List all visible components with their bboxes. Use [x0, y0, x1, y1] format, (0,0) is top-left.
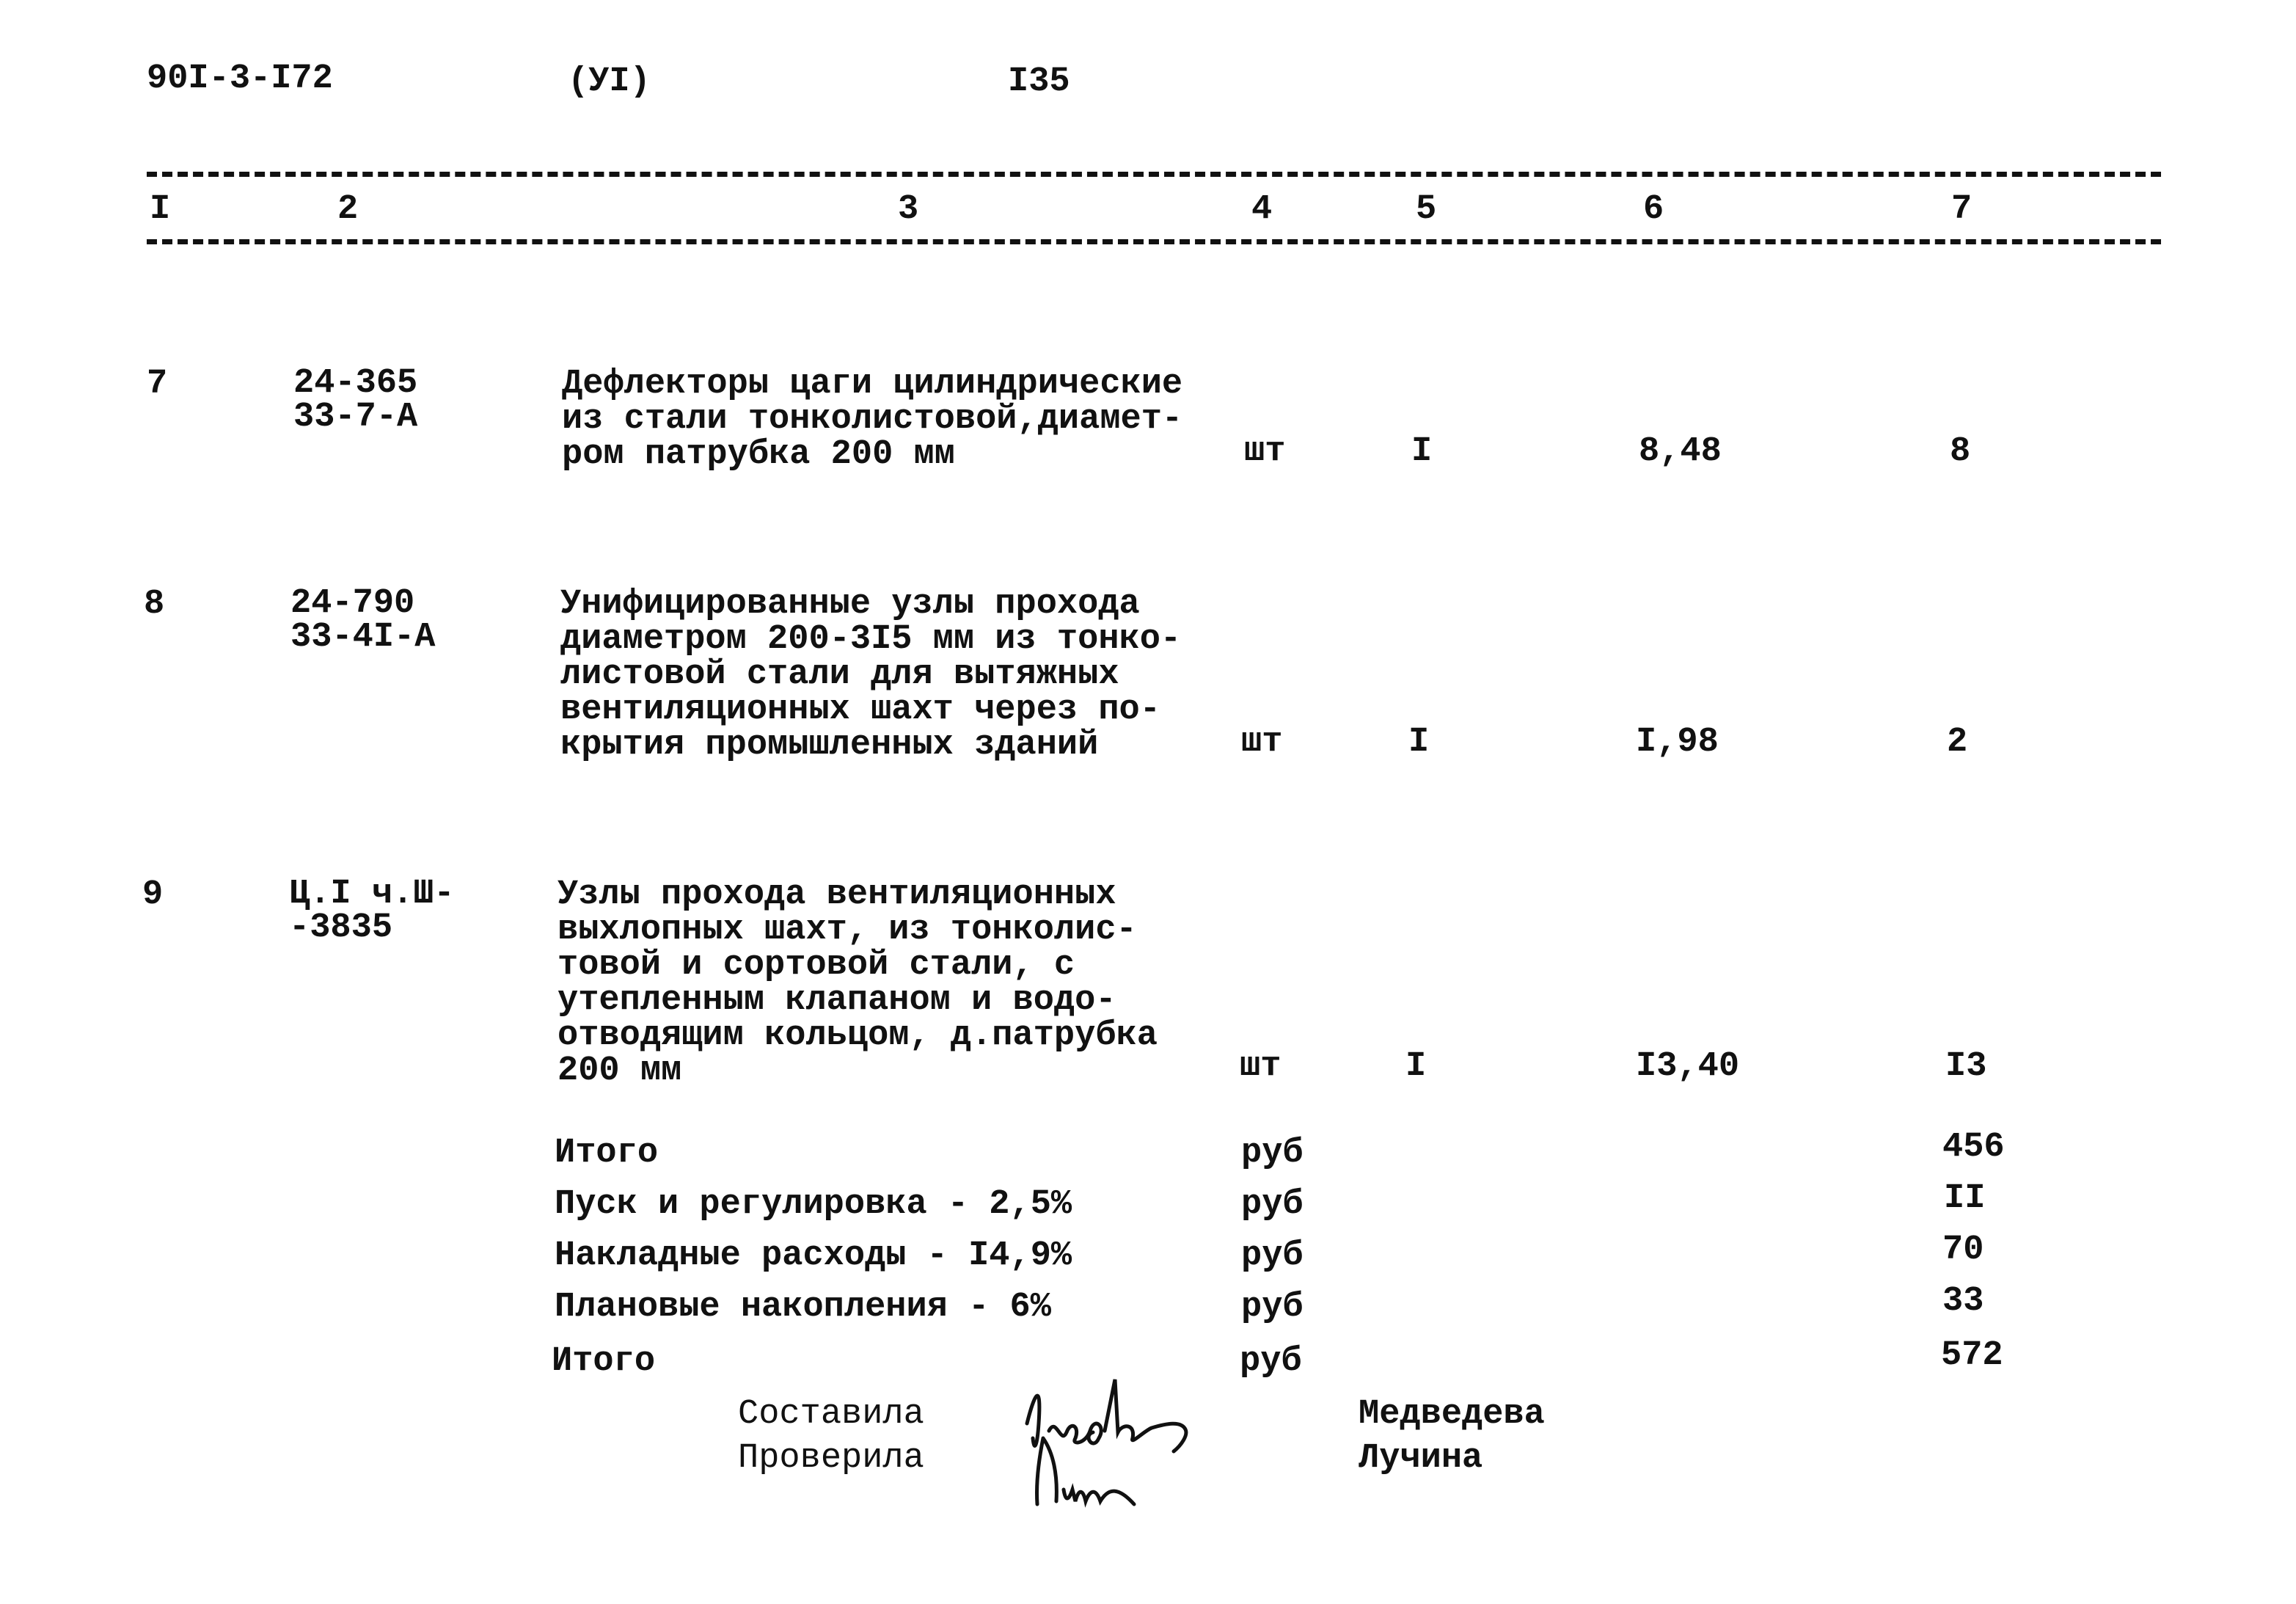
row-total: I3: [1945, 1047, 1987, 1086]
compiled-by-label: Составила: [738, 1395, 924, 1434]
commissioning-label: Пуск и регулировка - 2,5%: [555, 1185, 1072, 1224]
grand-total-value: 572: [1941, 1336, 2003, 1375]
row-total: 8: [1950, 432, 1971, 471]
column-header-1: I: [150, 190, 171, 229]
handwritten-signature-compiler: [1025, 1379, 1188, 1454]
overhead-unit: руб: [1241, 1236, 1304, 1275]
section-number: (УI): [568, 62, 651, 101]
row-unit: шт: [1241, 723, 1283, 762]
checked-by-name: Лучина: [1359, 1439, 1483, 1478]
total-value: 456: [1942, 1128, 2005, 1167]
column-header-6: 6: [1643, 190, 1664, 229]
total-label: Итого: [555, 1134, 659, 1173]
row-quantity: I: [1405, 1047, 1427, 1086]
grand-total-label: Итого: [552, 1342, 656, 1381]
total-unit: руб: [1241, 1134, 1304, 1173]
checked-by-label: Проверила: [738, 1439, 924, 1478]
planned-savings-unit: руб: [1241, 1288, 1304, 1327]
planned-savings-label: Плановые накопления - 6%: [555, 1288, 1051, 1327]
table-header-top-rule: [147, 172, 2161, 177]
table-header-bottom-rule: [147, 239, 2161, 244]
row-quantity: I: [1408, 723, 1430, 762]
row-unit: шт: [1244, 432, 1286, 471]
row-price: I,98: [1636, 723, 1719, 762]
row-number: 7: [147, 365, 168, 404]
row-number: 9: [142, 875, 164, 914]
row-unit: шт: [1240, 1047, 1282, 1086]
planned-savings-value: 33: [1942, 1282, 1984, 1321]
row-description: Узлы прохода вентиляционных выхлопных ша…: [557, 875, 1158, 1090]
column-header-5: 5: [1416, 190, 1437, 229]
row-total: 2: [1947, 723, 1968, 762]
column-header-7: 7: [1951, 190, 1973, 229]
row-price: I3,40: [1636, 1047, 1740, 1086]
column-header-2: 2: [337, 190, 359, 229]
grand-total-unit: руб: [1240, 1342, 1302, 1381]
row-price: 8,48: [1639, 432, 1722, 471]
compiled-by-name: Медведева: [1359, 1395, 1545, 1434]
row-code: 24-790 33-4I-А: [290, 584, 436, 657]
page-number: I35: [1008, 62, 1070, 101]
column-header-4: 4: [1251, 190, 1273, 229]
row-quantity: I: [1411, 432, 1433, 471]
overhead-value: 70: [1942, 1231, 1984, 1269]
row-number: 8: [144, 585, 165, 624]
row-description: Дефлекторы цаги цилиндрические из стали …: [562, 365, 1183, 474]
overhead-label: Накладные расходы - I4,9%: [555, 1236, 1072, 1275]
commissioning-value: II: [1944, 1179, 1986, 1218]
commissioning-unit: руб: [1241, 1185, 1304, 1224]
row-description: Унифицированные узлы прохода диаметром 2…: [560, 585, 1182, 765]
handwritten-signature-checker: [1034, 1436, 1136, 1508]
row-code: Ц.I ч.Ш- -3835: [289, 875, 455, 947]
row-code: 24-365 33-7-А: [293, 364, 418, 437]
document-code: 90I-3-I72: [147, 59, 333, 98]
column-header-3: 3: [898, 190, 919, 229]
